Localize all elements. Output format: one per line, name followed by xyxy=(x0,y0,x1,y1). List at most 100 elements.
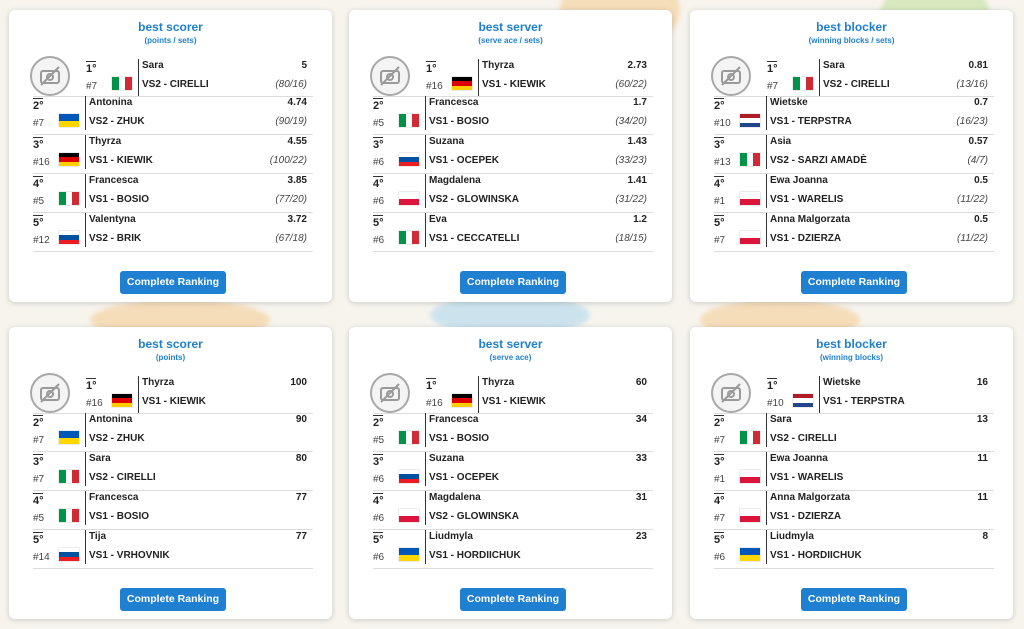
player-team: VS1 - BOSIO xyxy=(89,511,150,522)
divider xyxy=(138,59,139,96)
player-name: Sara xyxy=(770,414,792,425)
divider xyxy=(85,530,86,564)
no-photo-icon xyxy=(370,56,410,96)
complete-ranking-button[interactable]: Complete Ranking xyxy=(801,588,907,611)
player-name: Francesca xyxy=(429,414,479,425)
rank-label: 3° xyxy=(373,139,384,151)
player-team: VS2 - SARZI AMADÈ xyxy=(770,155,867,166)
rank-position: 2° xyxy=(714,415,725,429)
no-photo-icon xyxy=(370,373,410,413)
jersey-number: #5 xyxy=(373,435,385,446)
row-separator xyxy=(33,212,313,213)
row-separator xyxy=(373,413,653,414)
divider xyxy=(478,59,479,96)
divider xyxy=(425,452,426,486)
flag-icon-ukr xyxy=(399,548,419,561)
player-team: VS1 - KIEWIK xyxy=(89,155,153,166)
row-separator xyxy=(33,173,313,174)
complete-ranking-button[interactable]: Complete Ranking xyxy=(120,588,226,611)
player-name: Francesca xyxy=(89,175,139,186)
rank-position: 4° xyxy=(714,493,725,507)
player-name: Sara xyxy=(823,60,845,71)
player-name: Suzana xyxy=(429,136,465,147)
player-team: VS2 - CIRELLI xyxy=(770,433,837,444)
complete-ranking-button[interactable]: Complete Ranking xyxy=(460,588,566,611)
divider xyxy=(766,413,767,447)
jersey-number: #6 xyxy=(373,552,385,563)
ranking-card: best server (serve ace) 1° #16 Thyrza VS1 - K… xyxy=(349,327,672,619)
flag-icon-ita xyxy=(740,431,761,444)
jersey-number: #10 xyxy=(767,398,784,409)
player-team: VS1 - TERPSTRA xyxy=(823,396,905,407)
rank-position: 2° xyxy=(714,98,725,112)
player-name: Asia xyxy=(770,136,792,147)
flag-icon-pol xyxy=(740,470,760,483)
flag-icon-pol xyxy=(399,192,419,205)
row-separator xyxy=(373,490,653,491)
stat-detail: (16/23) xyxy=(956,116,988,127)
complete-ranking-button[interactable]: Complete Ranking xyxy=(801,271,907,294)
row-separator xyxy=(33,134,313,135)
row-separator xyxy=(714,529,994,530)
row-separator xyxy=(714,413,994,414)
row-separator xyxy=(33,251,313,252)
rank-position: 4° xyxy=(373,493,384,507)
row-separator xyxy=(714,251,994,252)
rank-position: 5° xyxy=(373,532,384,546)
jersey-number: #16 xyxy=(86,398,103,409)
stat-value: 4.55 xyxy=(287,136,307,147)
divider xyxy=(85,413,86,447)
rank-label: 5° xyxy=(373,217,384,229)
row-separator xyxy=(33,451,313,452)
rank-position: 2° xyxy=(373,98,384,112)
rank-label: 4° xyxy=(714,178,725,190)
rank-label: 2° xyxy=(714,417,725,429)
jersey-number: #7 xyxy=(767,81,779,92)
complete-ranking-button[interactable]: Complete Ranking xyxy=(460,271,566,294)
complete-ranking-button[interactable]: Complete Ranking xyxy=(120,271,226,294)
row-separator xyxy=(373,134,653,135)
player-team: VS1 - OCEPEK xyxy=(429,155,500,166)
player-name: Antonina xyxy=(89,97,133,108)
row-separator xyxy=(714,212,994,213)
card-subtitle: (serve ace) xyxy=(489,353,532,362)
player-team: VS1 - BOSIO xyxy=(429,433,490,444)
player-team: VS2 - BRIK xyxy=(89,233,142,244)
player-name: Liudmyla xyxy=(770,531,814,542)
stat-detail: (77/20) xyxy=(275,194,307,205)
stat-value: 1.43 xyxy=(627,136,647,147)
stat-detail: (67/18) xyxy=(275,233,307,244)
jersey-number: #7 xyxy=(714,435,726,446)
flag-icon-pol xyxy=(740,231,760,244)
divider xyxy=(85,213,86,247)
stat-value: 1.2 xyxy=(633,214,647,225)
stat-detail: (34/20) xyxy=(615,116,647,127)
rank-position: 1° xyxy=(426,378,437,392)
stat-value: 23 xyxy=(635,531,647,542)
row-separator xyxy=(373,529,653,530)
stat-detail: (11/22) xyxy=(957,233,988,244)
divider xyxy=(425,96,426,130)
rank-label: 3° xyxy=(373,456,384,468)
jersey-number: #6 xyxy=(373,157,385,168)
stat-value: 80 xyxy=(295,453,307,464)
player-team: VS2 - GLOWINSKA xyxy=(429,194,520,205)
player-team: VS2 - ZHUK xyxy=(89,433,145,444)
rank-position: 1° xyxy=(86,61,97,75)
player-team: VS2 - CIRELLI xyxy=(142,79,209,90)
card-title: best blocker xyxy=(816,337,887,351)
rank-label: 4° xyxy=(373,178,384,190)
rank-position: 3° xyxy=(714,454,725,468)
rank-label: 2° xyxy=(373,417,384,429)
stat-value: 1.7 xyxy=(633,97,647,108)
player-name: Anna Malgorzata xyxy=(770,214,851,225)
player-name: Ewa Joanna xyxy=(770,453,828,464)
jersey-number: #5 xyxy=(33,196,45,207)
row-separator xyxy=(33,529,313,530)
row-separator xyxy=(714,96,994,97)
stat-value: 13 xyxy=(976,414,988,425)
rank-position: 1° xyxy=(767,61,778,75)
player-team: VS1 - BOSIO xyxy=(429,116,490,127)
rank-position: 4° xyxy=(373,176,384,190)
jersey-number: #1 xyxy=(714,474,726,485)
